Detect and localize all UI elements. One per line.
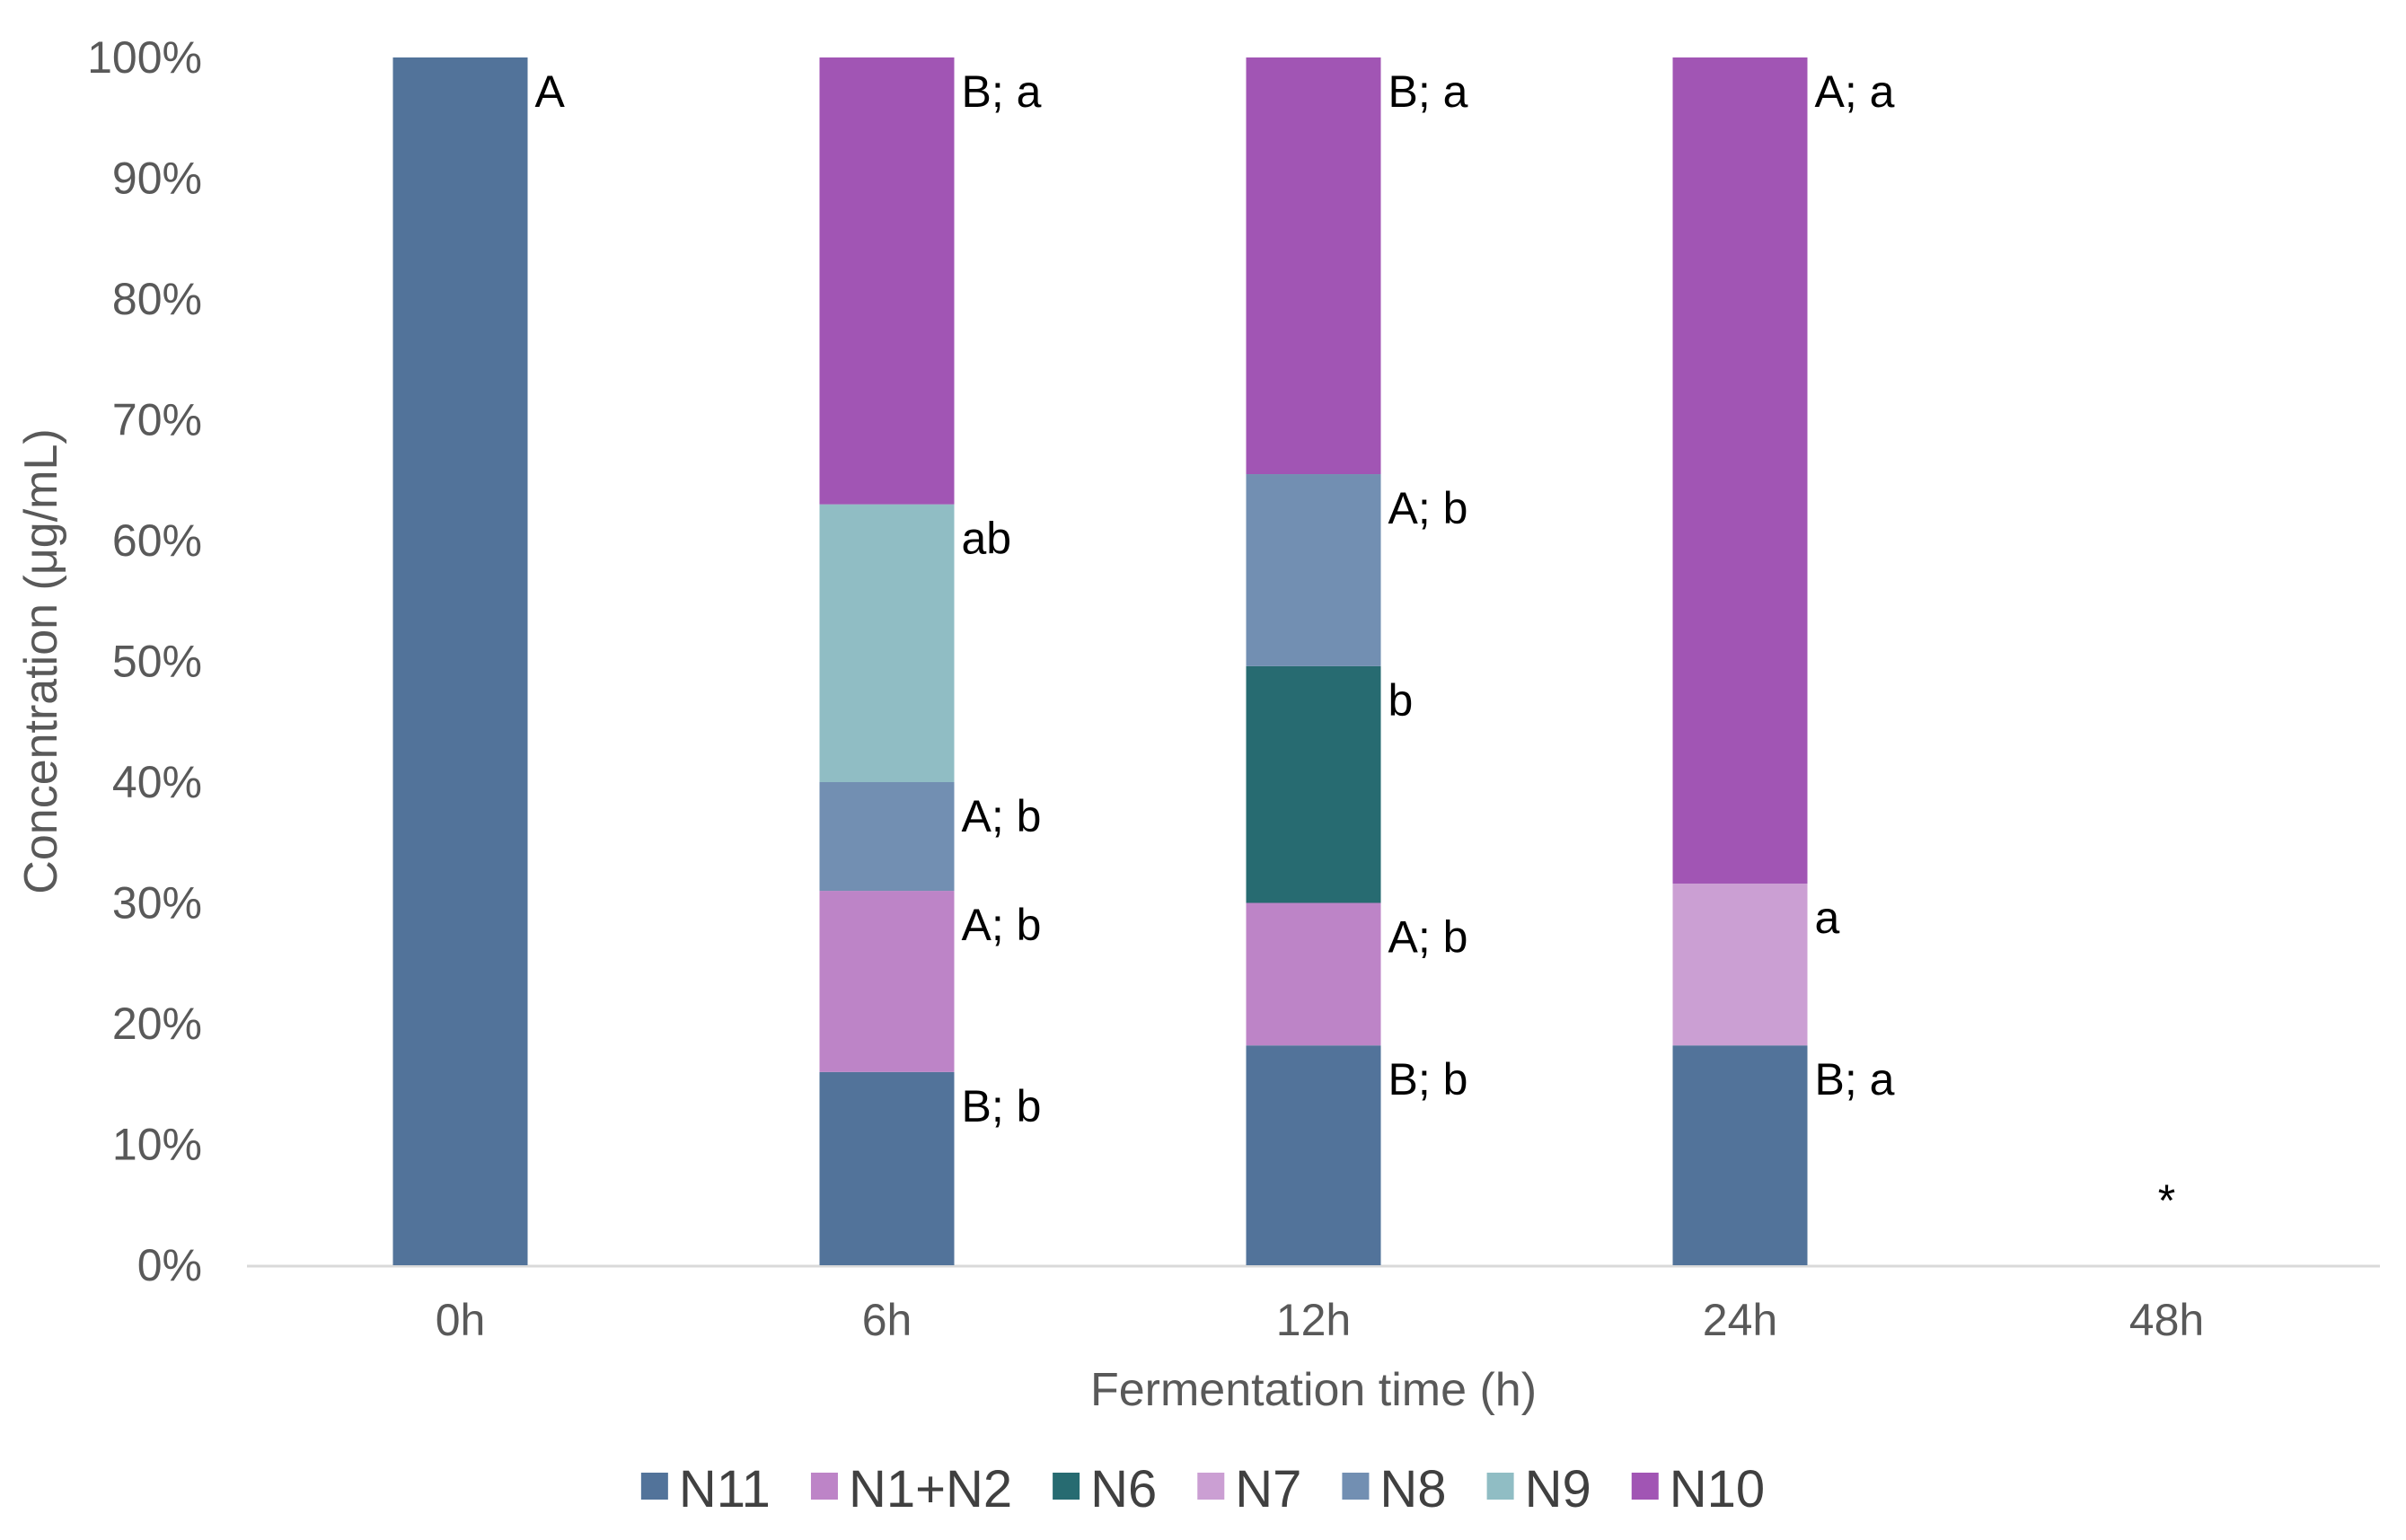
bar-segment-n7 bbox=[1672, 883, 1808, 1046]
legend: N11 N1+N2 N6 N7 N8 N9 N10 bbox=[640, 1460, 1765, 1518]
y-tick-label: 20% bbox=[112, 999, 202, 1049]
legend-swatch bbox=[1631, 1473, 1659, 1500]
legend-swatch bbox=[1486, 1473, 1514, 1500]
y-tick-label: 100% bbox=[87, 32, 202, 83]
segment-label: B; b bbox=[1388, 1054, 1468, 1104]
y-tick-label: 50% bbox=[112, 637, 202, 687]
y-axis-title: Concentration (μg/mL) bbox=[15, 428, 67, 893]
y-tick-label: 70% bbox=[112, 395, 202, 445]
bar-segment-n10 bbox=[819, 57, 955, 505]
legend-label: N8 bbox=[1379, 1460, 1446, 1518]
segment-labels: A B; b A; b A; b ab B; a B; b A; b b A; b B; a B; a… bbox=[535, 66, 2176, 1226]
segment-label: B; a bbox=[1815, 1054, 1895, 1104]
segment-label: B; b bbox=[962, 1081, 1042, 1131]
bar-segment-n10 bbox=[1672, 57, 1808, 884]
bar-segment-n8 bbox=[1246, 474, 1381, 666]
x-tick-label: 48h bbox=[2129, 1295, 2204, 1345]
bar-segment-n11 bbox=[1246, 1045, 1381, 1265]
legend-item-n11: N11 bbox=[640, 1460, 771, 1518]
x-tick-label: 12h bbox=[1276, 1295, 1351, 1345]
segment-label: A bbox=[535, 66, 566, 117]
legend-item-n1-n2: N1+N2 bbox=[810, 1460, 1012, 1518]
x-axis-title: Fermentation time (h) bbox=[1090, 1364, 1537, 1416]
y-tick-label: 40% bbox=[112, 757, 202, 807]
bar-segment-n11 bbox=[1672, 1045, 1808, 1265]
legend-label: N10 bbox=[1670, 1460, 1765, 1518]
legend-label: N9 bbox=[1525, 1460, 1591, 1518]
legend-swatch bbox=[1342, 1473, 1370, 1500]
legend-swatch bbox=[1053, 1473, 1080, 1500]
legend-item-n8: N8 bbox=[1342, 1460, 1447, 1518]
segment-label: b bbox=[1388, 675, 1414, 726]
bar-segment-n1-n2 bbox=[1246, 902, 1381, 1046]
segment-label: A; b bbox=[1388, 912, 1468, 963]
y-tick-label: 0% bbox=[137, 1240, 202, 1290]
bar-segment-n10 bbox=[1246, 57, 1381, 475]
segment-label: ab bbox=[962, 514, 1012, 564]
legend-swatch bbox=[1197, 1473, 1225, 1500]
segment-label: A; a bbox=[1815, 66, 1895, 117]
axes: 0% 10% 20% 30% 40% 50% 60% 70% 80% 90% 100% 0h 6h 12h… bbox=[87, 32, 2380, 1345]
x-tick-label: 0h bbox=[436, 1295, 486, 1345]
x-tick-label: 6h bbox=[862, 1295, 912, 1345]
legend-label: N7 bbox=[1235, 1460, 1301, 1518]
legend-swatch bbox=[810, 1473, 838, 1500]
bar-series bbox=[392, 57, 1808, 1265]
segment-label: B; a bbox=[1388, 66, 1468, 117]
segment-label: B; a bbox=[962, 66, 1042, 117]
y-tick-label: 80% bbox=[112, 274, 202, 324]
bar-segment-n6 bbox=[1246, 665, 1381, 903]
annotation-asterisk: * bbox=[2158, 1175, 2175, 1226]
bar-segment-n11 bbox=[819, 1071, 955, 1265]
y-tick-label: 30% bbox=[112, 878, 202, 928]
segment-label: A; b bbox=[962, 900, 1042, 950]
segment-label: A; b bbox=[1388, 483, 1468, 533]
segment-label: A; b bbox=[962, 791, 1042, 841]
legend-item-n7: N7 bbox=[1197, 1460, 1301, 1518]
segment-label: a bbox=[1815, 893, 1840, 943]
legend-label: N1+N2 bbox=[849, 1460, 1012, 1518]
y-tick-label: 90% bbox=[112, 154, 202, 204]
bar-segment-n8 bbox=[819, 782, 955, 892]
y-tick-label: 60% bbox=[112, 515, 202, 566]
legend-item-n10: N10 bbox=[1631, 1460, 1765, 1518]
legend-label: N11 bbox=[679, 1460, 771, 1518]
x-tick-label: 24h bbox=[1703, 1295, 1777, 1345]
y-tick-label: 10% bbox=[112, 1120, 202, 1170]
bar-segment-n9 bbox=[819, 504, 955, 782]
bar-segment-n11 bbox=[392, 57, 528, 1265]
bar-segment-n1-n2 bbox=[819, 891, 955, 1072]
legend-item-n6: N6 bbox=[1053, 1460, 1157, 1518]
legend-item-n9: N9 bbox=[1486, 1460, 1591, 1518]
legend-label: N6 bbox=[1090, 1460, 1157, 1518]
legend-swatch bbox=[640, 1473, 668, 1500]
